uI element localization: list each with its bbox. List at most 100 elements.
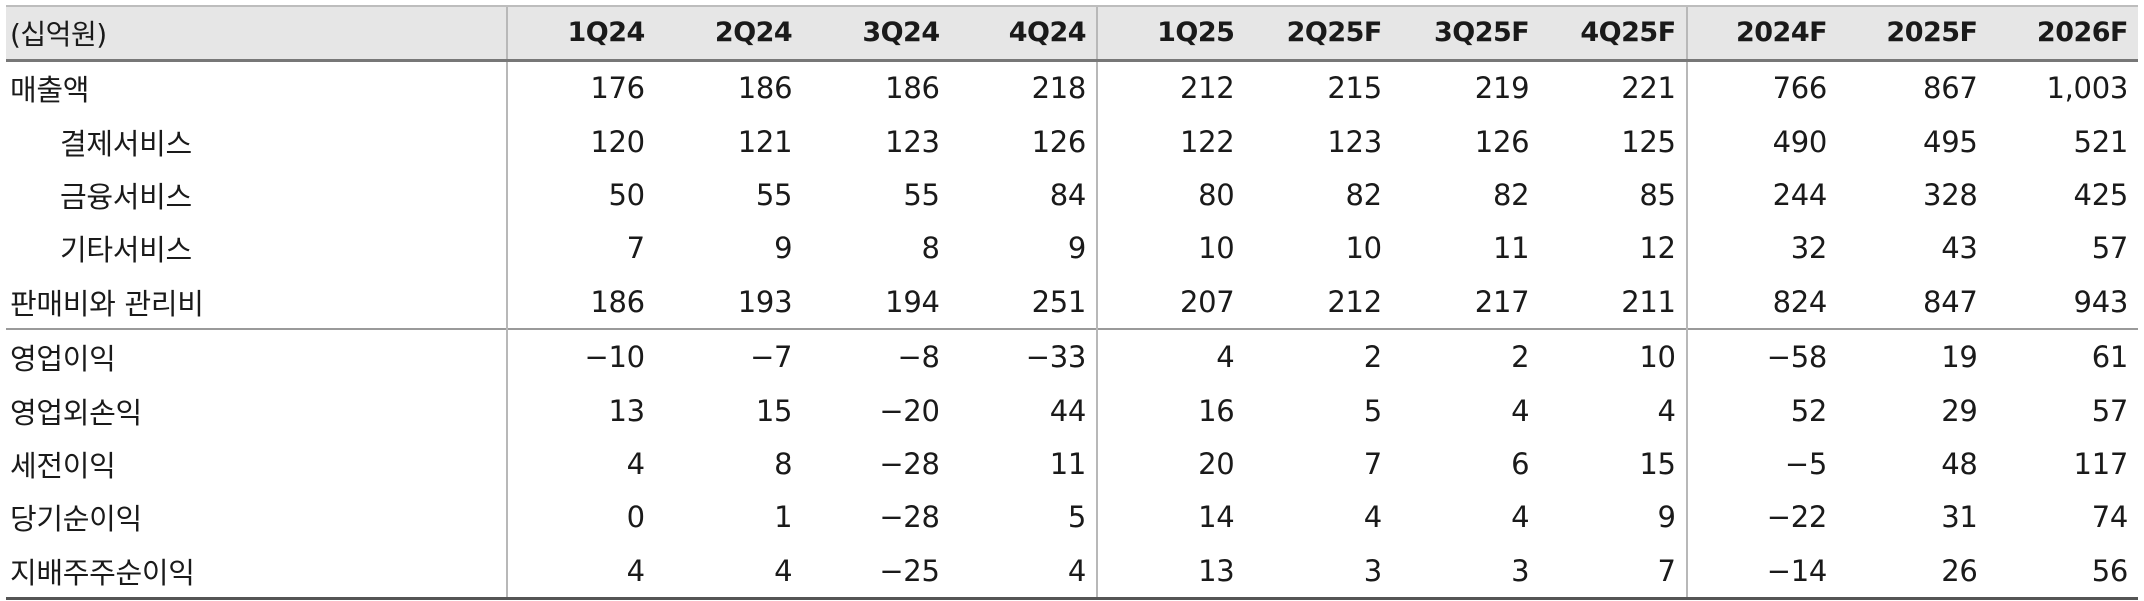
table-cell: 2 — [1244, 328, 1392, 384]
column-header: 2024F — [1685, 5, 1838, 62]
table-cell: 16 — [1096, 383, 1245, 438]
row-label: 매출액 — [10, 73, 90, 108]
table-cell: −25 — [802, 544, 950, 601]
table-cell: 194 — [885, 284, 940, 319]
table-cell: 2 — [1391, 328, 1540, 384]
table-cell: 9 — [1657, 500, 1676, 535]
table-cell: 211 — [1621, 284, 1676, 319]
table-cell: 186 — [506, 275, 655, 330]
table-cell: 847 — [1923, 284, 1978, 319]
table-cell: 212 — [1096, 60, 1245, 115]
table-cell: 123 — [885, 124, 940, 159]
table-cell: −58 — [1685, 328, 1838, 384]
table-cell: 14 — [1096, 490, 1245, 545]
table-cell: 212 — [1327, 284, 1382, 319]
table-cell: −33 — [949, 328, 1098, 384]
row-label: 영업이익 — [6, 328, 508, 384]
table-cell: 495 — [1923, 124, 1978, 159]
table-cell: 4 — [1511, 393, 1530, 428]
table-cell: 9 — [1067, 231, 1087, 266]
table-row: 결제서비스 120 121 123 126 122 123 126 125 490 495 521 — [6, 114, 2138, 169]
table-cell: 4 — [1511, 500, 1530, 535]
table-cell: 126 — [1474, 124, 1530, 159]
table-cell: 186 — [885, 71, 940, 106]
column-header: 3Q24 — [802, 5, 950, 62]
row-label: 결제서비스 — [60, 126, 192, 161]
table-cell: 126 — [1031, 124, 1087, 159]
table-cell: 0 — [506, 490, 655, 545]
table-cell: 490 — [1685, 114, 1838, 169]
table-cell: 3 — [1391, 544, 1540, 601]
table-cell: 6 — [1511, 446, 1530, 481]
table-cell: −20 — [879, 393, 940, 428]
table-cell: 5 — [1067, 500, 1087, 535]
table-cell: 19 — [1837, 328, 1988, 384]
table-cell: 4 — [1657, 393, 1676, 428]
table-cell: −28 — [879, 500, 940, 535]
table-cell: 219 — [1474, 71, 1530, 106]
table-cell: 43 — [1941, 231, 1978, 266]
table-cell: 1 — [774, 500, 793, 535]
table-cell: 11 — [1049, 446, 1087, 481]
table-cell: 10 — [1539, 328, 1687, 384]
table-cell: 7 — [506, 221, 655, 276]
column-header: 2025F — [1837, 5, 1988, 62]
table-cell: 82 — [1345, 177, 1383, 212]
table-cell: 7 — [1539, 544, 1687, 601]
table-cell: 10 — [1345, 231, 1383, 266]
table-cell: 867 — [1923, 71, 1978, 106]
unit-label: (십억원) — [6, 5, 508, 62]
column-header: 1Q25 — [1096, 5, 1245, 62]
table-cell: 5 — [1363, 393, 1382, 428]
table-cell: −14 — [1685, 544, 1838, 601]
table-cell: −22 — [1685, 490, 1838, 545]
table-cell: 11 — [1492, 231, 1530, 266]
table-cell: 186 — [737, 71, 793, 106]
table-cell: 57 — [2091, 393, 2129, 428]
table-cell: 20 — [1096, 437, 1245, 491]
table-cell: 44 — [1049, 393, 1087, 428]
table-cell: 29 — [1941, 393, 1978, 428]
table-cell: 120 — [506, 114, 655, 169]
table-cell: 3 — [1244, 544, 1392, 601]
table-cell: 4 — [1363, 500, 1382, 535]
table-cell: 15 — [1639, 446, 1676, 481]
table-cell: 56 — [1987, 544, 2138, 601]
table-cell: 85 — [1639, 177, 1676, 212]
table-cell: −7 — [654, 328, 803, 384]
table-cell: 4 — [506, 544, 655, 601]
table-row: 당기순이익 0 1 −28 5 14 4 4 9 −22 31 74 — [6, 490, 2138, 545]
table-cell: 193 — [737, 284, 793, 319]
table-cell: 9 — [774, 231, 793, 266]
table-cell: 55 — [903, 177, 940, 212]
column-header: 4Q25F — [1539, 5, 1687, 62]
table-row: 영업이익 −10 −7 −8 −33 4 2 2 10 −58 19 61 — [6, 328, 2138, 384]
table-row: 판매비와 관리비 186 193 194 251 207 212 217 211 824 847 94… — [6, 275, 2138, 330]
table-cell: 8 — [774, 446, 793, 481]
table-cell: 943 — [2073, 284, 2129, 319]
table-cell: 824 — [1685, 275, 1838, 330]
table-cell: 10 — [1096, 221, 1245, 276]
table-cell: 80 — [1096, 168, 1245, 222]
table-cell: 4 — [949, 544, 1098, 601]
table-cell: 84 — [1049, 177, 1087, 212]
table-cell: 32 — [1685, 221, 1838, 276]
table-cell: 12 — [1639, 231, 1676, 266]
table-cell: 13 — [506, 383, 655, 438]
table-cell: 15 — [755, 393, 793, 428]
table-cell: 82 — [1492, 177, 1530, 212]
table-row: 금융서비스 50 55 55 84 80 82 82 85 244 328 425 — [6, 168, 2138, 222]
table-cell: −28 — [879, 446, 940, 481]
table-cell: 217 — [1474, 284, 1530, 319]
table-cell: 521 — [2073, 124, 2129, 159]
table-body: 매출액 176 186 186 218 212 215 219 221 766 867 1,003 결제… — [6, 60, 2138, 601]
financial-table-container: (십억원) 1Q24 2Q24 3Q24 4Q24 1Q25 2Q25F 3Q2… — [6, 5, 2138, 601]
table-cell: 52 — [1685, 383, 1838, 438]
column-header: 4Q24 — [949, 5, 1098, 62]
table-cell: −10 — [506, 328, 655, 384]
table-row: 지배주주순이익 4 4 −25 4 13 3 3 7 −14 26 56 — [6, 544, 2138, 601]
table-cell: 4 — [654, 544, 803, 601]
table-cell: 117 — [2073, 446, 2129, 481]
table-cell: 221 — [1621, 71, 1676, 106]
row-label: 금융서비스 — [60, 179, 192, 214]
